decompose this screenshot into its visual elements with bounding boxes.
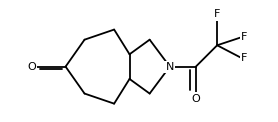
Text: O: O bbox=[192, 94, 200, 104]
Text: F: F bbox=[241, 53, 247, 63]
Text: O: O bbox=[27, 62, 36, 72]
Text: N: N bbox=[166, 62, 174, 72]
Text: F: F bbox=[214, 10, 220, 20]
Text: F: F bbox=[241, 32, 247, 42]
